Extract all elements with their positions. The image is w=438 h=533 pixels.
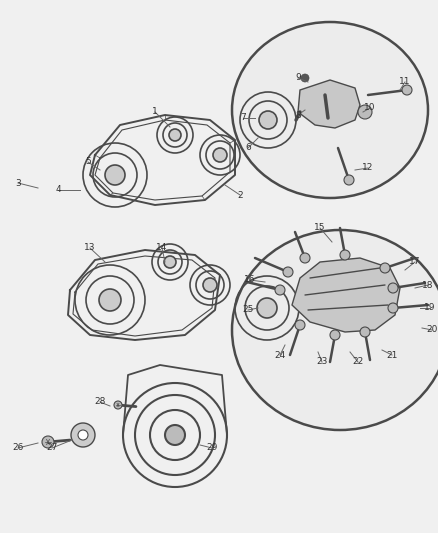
Text: 6: 6 xyxy=(245,143,251,152)
Text: 15: 15 xyxy=(314,223,326,232)
Text: 10: 10 xyxy=(364,103,376,112)
Text: 25: 25 xyxy=(242,305,254,314)
Text: 16: 16 xyxy=(244,276,256,285)
Circle shape xyxy=(300,253,310,263)
Circle shape xyxy=(213,148,227,162)
Text: 14: 14 xyxy=(156,244,168,253)
Circle shape xyxy=(259,111,277,129)
Circle shape xyxy=(340,250,350,260)
Text: 21: 21 xyxy=(386,351,398,359)
Ellipse shape xyxy=(232,22,428,198)
Circle shape xyxy=(42,436,54,448)
Text: 11: 11 xyxy=(399,77,411,86)
Text: 28: 28 xyxy=(94,398,106,407)
Text: 13: 13 xyxy=(84,244,96,253)
Text: 20: 20 xyxy=(426,326,438,335)
Text: 9: 9 xyxy=(295,74,301,83)
Circle shape xyxy=(380,263,390,273)
Circle shape xyxy=(99,289,121,311)
Circle shape xyxy=(388,303,398,313)
Text: 3: 3 xyxy=(15,179,21,188)
Polygon shape xyxy=(298,80,360,128)
Circle shape xyxy=(360,327,370,337)
Text: 26: 26 xyxy=(12,443,24,453)
Text: 22: 22 xyxy=(353,358,364,367)
Text: 19: 19 xyxy=(424,303,436,312)
Text: 1: 1 xyxy=(152,108,158,117)
Text: 4: 4 xyxy=(55,185,61,195)
Circle shape xyxy=(203,278,217,292)
Text: 23: 23 xyxy=(316,358,328,367)
Circle shape xyxy=(169,129,181,141)
Text: 18: 18 xyxy=(422,280,434,289)
Circle shape xyxy=(344,175,354,185)
Text: 17: 17 xyxy=(409,257,421,266)
Circle shape xyxy=(388,283,398,293)
Text: 2: 2 xyxy=(237,190,243,199)
Circle shape xyxy=(358,105,372,119)
Circle shape xyxy=(105,165,125,185)
Text: 8: 8 xyxy=(295,110,301,119)
Circle shape xyxy=(283,267,293,277)
Circle shape xyxy=(275,285,285,295)
Circle shape xyxy=(71,423,95,447)
Text: 12: 12 xyxy=(362,164,374,173)
Text: 5: 5 xyxy=(85,157,91,166)
Polygon shape xyxy=(292,258,400,332)
Circle shape xyxy=(330,330,340,340)
Text: 27: 27 xyxy=(46,443,58,453)
Circle shape xyxy=(114,401,122,409)
Text: 29: 29 xyxy=(206,443,218,453)
Circle shape xyxy=(165,425,185,445)
Circle shape xyxy=(301,74,309,82)
Circle shape xyxy=(257,298,277,318)
Text: 24: 24 xyxy=(274,351,286,359)
Ellipse shape xyxy=(232,230,438,430)
Circle shape xyxy=(295,320,305,330)
Circle shape xyxy=(402,85,412,95)
Circle shape xyxy=(78,430,88,440)
Circle shape xyxy=(164,256,176,268)
Text: 7: 7 xyxy=(240,114,246,123)
